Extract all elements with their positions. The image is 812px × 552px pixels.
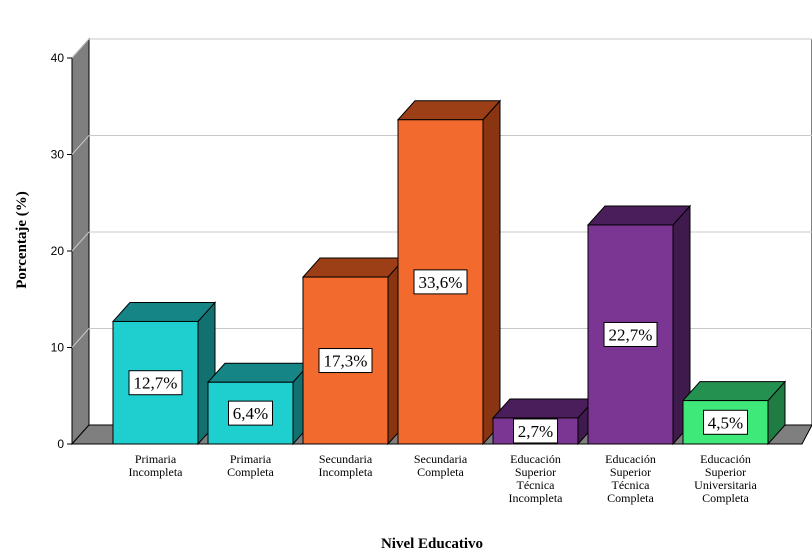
bar: 33,6% [396,99,502,446]
category-label-line: Educación [605,452,656,466]
data-label-box [128,370,183,396]
data-label-text: 33,6% [419,273,463,292]
bar-side [482,99,501,446]
data-label-box [603,321,658,347]
bars: 12,7% 6,4% 17,3% 33,6% 2,7% 22,7% 4,5% [111,99,787,446]
category-label-line: Técnica [612,478,651,492]
category-label-line: Incompleta [509,491,564,505]
category-label: Primaria Incompleta [129,452,184,479]
category-label-line: Completa [702,491,749,505]
category-label-line: Completa [417,465,464,479]
data-label: 4,5% [703,409,748,435]
category-label-line: Superior [705,465,746,479]
data-label-box [228,400,273,426]
data-label: 2,7% [513,418,558,444]
y-axis-ticks: 0 10 20 30 40 [51,51,72,451]
bar: 22,7% [586,204,692,446]
bar-top [586,205,692,226]
y-tick-label: 20 [51,244,65,258]
gridline-depth [71,231,90,252]
bar: 12,7% [111,301,217,446]
category-label-line: Incompleta [319,465,374,479]
data-label: 22,7% [603,321,658,347]
data-label-box [513,418,558,444]
gridline-depth [71,135,90,155]
category-label-line: Incompleta [129,465,184,479]
category-label-line: Secundaria [414,452,468,466]
bar: 17,3% [301,256,407,446]
category-label-line: Educación [700,452,751,466]
category-label-line: Educación [510,452,561,466]
category-label-line: Primaria [135,452,177,466]
bar-top [206,362,312,383]
category-label-line: Universitaria [694,478,757,492]
category-label-line: Superior [515,465,556,479]
x-axis-title: Nivel Educativo [381,536,483,552]
data-label-text: 6,4% [233,404,268,423]
category-label: Educación Superior Técnica Completa [605,452,656,505]
bar-top [396,100,502,121]
gridline-depth [71,328,90,348]
data-label: 6,4% [228,400,273,426]
data-label-text: 2,7% [518,422,553,441]
data-label-text: 17,3% [324,352,368,371]
bar: 6,4% [206,361,312,446]
data-label-text: 12,7% [134,374,178,393]
bar-top [491,398,597,419]
category-label-line: Superior [610,465,651,479]
data-label: 12,7% [128,370,183,396]
y-axis-title: Porcentaje (%) [14,191,30,289]
category-label: Secundaria Incompleta [319,452,374,479]
bar: 2,7% [491,397,597,446]
data-label-box [413,269,468,295]
data-label-box [703,409,748,435]
category-label-line: Completa [607,491,654,505]
category-label: Educación Superior Universitaria Completa [694,452,757,505]
gridline-depth [71,38,90,59]
category-label-line: Técnica [517,478,556,492]
data-label-text: 4,5% [708,413,743,432]
y-tick-label: 10 [51,341,65,355]
category-label: Secundaria Completa [414,452,468,479]
category-label: Primaria Completa [227,452,274,479]
bar-top [111,301,217,322]
category-label-line: Secundaria [319,452,373,466]
y-tick-label: 40 [51,51,65,65]
data-label-text: 22,7% [609,325,653,344]
y-tick-label: 30 [51,148,65,162]
y-tick-label: 0 [57,437,64,451]
data-label: 17,3% [318,348,373,374]
bar: 4,5% [681,380,787,446]
category-label-line: Completa [227,465,274,479]
bar-top [301,257,407,278]
data-label-box [318,348,373,374]
data-label: 33,6% [413,269,468,295]
bar-top [681,381,787,402]
category-label-line: Primaria [230,452,272,466]
category-label: Educación Superior Técnica Incompleta [509,452,564,505]
